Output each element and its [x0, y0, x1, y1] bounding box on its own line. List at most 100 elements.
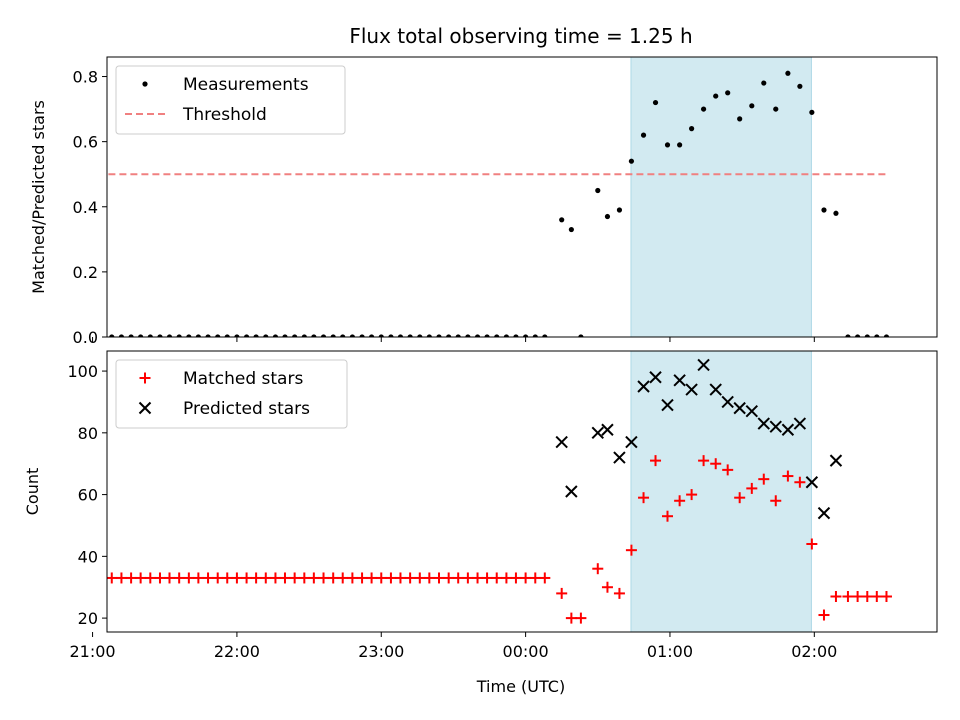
top-plot-area — [18, 57, 890, 339]
measurement-point — [761, 80, 767, 86]
x-tick-label: 01:00 — [647, 642, 693, 661]
matched-stars-point — [818, 609, 830, 621]
matched-stars-point — [625, 544, 637, 556]
matched-stars-point — [337, 572, 349, 584]
matched-stars-point — [529, 572, 541, 584]
predicted-stars-point — [673, 374, 686, 387]
measurement-point — [234, 334, 240, 337]
matched-stars-point — [115, 572, 127, 584]
measurement-point — [628, 158, 635, 164]
legend-predicted-marker — [138, 401, 152, 415]
predicted-stars-point — [685, 383, 698, 396]
legend-label: Predicted stars — [183, 399, 310, 419]
matched-stars-point — [592, 563, 604, 575]
measurement-point — [118, 334, 125, 337]
matched-stars-point — [794, 476, 806, 488]
matched-stars-point — [686, 489, 698, 501]
x-tick-label: 23:00 — [358, 642, 404, 661]
x-tick-label: 02:00 — [791, 642, 837, 661]
matched-stars-point — [556, 587, 568, 599]
y-tick-label: 60 — [78, 486, 98, 505]
predicted-stars-point — [555, 435, 568, 449]
x-tick-label: 21:00 — [70, 642, 116, 661]
predicted-stars-point — [591, 426, 604, 440]
y-tick-label: 0.6 — [73, 133, 98, 152]
matched-stars-point — [308, 572, 320, 584]
measurement-point — [455, 334, 461, 337]
predicted-stars-point — [769, 420, 782, 433]
matched-stars-point — [289, 572, 301, 584]
predicted-stars-point — [709, 383, 722, 396]
matched-stars-point — [107, 576, 108, 579]
predicted-stars-point — [793, 417, 807, 430]
matched-stars-point — [356, 572, 368, 584]
x-axis-label: Time (UTC) — [476, 677, 565, 696]
predicted-stars-point — [601, 423, 614, 436]
matched-stars-point — [601, 581, 613, 593]
matched-stars-point — [510, 572, 522, 584]
measurement-point — [845, 334, 851, 337]
measurement-point — [737, 116, 743, 122]
matched-stars-point — [746, 482, 758, 494]
matched-stars-point — [782, 470, 794, 482]
measurement-point — [205, 334, 211, 337]
measurement-point — [503, 334, 510, 337]
matched-stars-point — [433, 572, 445, 584]
matched-stars-point — [575, 612, 587, 624]
measurement-point — [494, 334, 500, 337]
measurement-point — [292, 334, 298, 337]
matched-stars-point — [385, 572, 397, 584]
legend-measurement-marker — [142, 81, 148, 87]
matched-stars-point — [830, 590, 842, 602]
y-tick-label: 100 — [67, 362, 98, 381]
matched-stars-point — [202, 572, 214, 584]
measurement-point — [426, 334, 432, 337]
matched-stars-point — [650, 455, 662, 467]
matched-stars-point — [212, 572, 224, 584]
bottom-legend: Matched stars Predicted stars — [115, 359, 348, 429]
legend-label: Measurements — [183, 75, 309, 95]
measurement-point — [725, 90, 731, 96]
y-tick-label: 0.4 — [73, 198, 98, 217]
predicted-stars-point — [649, 371, 662, 384]
matched-stars-point — [852, 590, 864, 602]
measurement-point — [349, 334, 355, 337]
measurement-point — [446, 334, 452, 337]
measurement-point — [186, 334, 192, 337]
bottom-y-axis-label: Count — [23, 468, 42, 516]
measurement-point — [773, 106, 779, 112]
measurement-point — [282, 334, 288, 337]
measurement-point — [378, 334, 384, 337]
measurement-point — [301, 334, 307, 337]
predicted-stars-point — [733, 401, 746, 415]
matched-stars-point — [107, 572, 118, 584]
matched-stars-point — [183, 572, 195, 584]
measurement-point — [542, 334, 548, 337]
measurement-point — [568, 226, 574, 233]
measurement-point — [340, 334, 346, 337]
matched-stars-point — [164, 572, 176, 584]
top-axes-frame — [106, 56, 938, 338]
matched-stars-point — [613, 587, 625, 599]
measurement-point — [311, 334, 317, 337]
bottom-highlight-span — [630, 351, 812, 632]
matched-stars-point — [770, 495, 782, 507]
measurement-point — [18, 334, 23, 339]
measurement-point — [359, 334, 365, 337]
predicted-stars-point — [565, 485, 578, 498]
matched-stars-point — [565, 612, 577, 624]
y-tick-label: 0.8 — [73, 68, 98, 87]
matched-stars-point — [423, 572, 435, 584]
matched-stars-point — [404, 572, 416, 584]
matched-stars-point — [880, 590, 892, 602]
legend-label: Threshold — [182, 105, 267, 125]
measurement-point — [578, 334, 584, 337]
matched-stars-point — [15, 572, 26, 583]
measurement-point — [407, 334, 413, 337]
measurement-point — [272, 334, 279, 337]
predicted-stars-point — [757, 417, 770, 430]
predicted-stars-point — [721, 395, 734, 409]
measurement-point — [559, 217, 565, 223]
measurement-point — [436, 334, 442, 337]
x-tick-label: 00:00 — [503, 642, 549, 661]
